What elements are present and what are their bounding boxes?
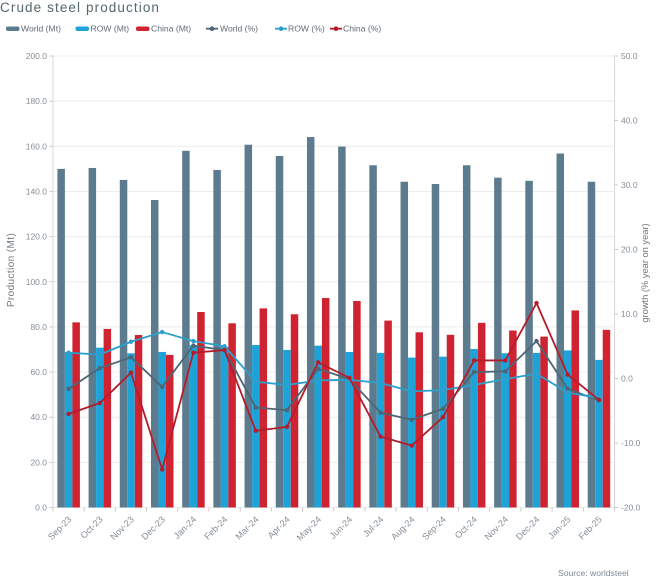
svg-text:Production (Mt): Production (Mt)	[6, 233, 17, 307]
svg-text:40.0: 40.0	[621, 116, 638, 126]
svg-text:50.0: 50.0	[621, 51, 638, 61]
svg-text:180.0: 180.0	[26, 96, 48, 106]
svg-text:World (Mt): World (Mt)	[21, 24, 61, 34]
svg-text:ROW (%): ROW (%)	[288, 24, 325, 34]
svg-text:ROW (Mt): ROW (Mt)	[91, 24, 130, 34]
svg-text:Source: worldsteel: Source: worldsteel	[558, 568, 629, 578]
svg-text:0.0: 0.0	[621, 374, 633, 384]
svg-text:growth (% year on year): growth (% year on year)	[640, 223, 650, 322]
svg-text:60.0: 60.0	[30, 367, 47, 377]
svg-text:World (%): World (%)	[220, 24, 258, 34]
svg-text:China (%): China (%)	[343, 24, 381, 34]
svg-text:10.0: 10.0	[621, 309, 638, 319]
svg-text:China (Mt): China (Mt)	[151, 24, 191, 34]
svg-text:-20.0: -20.0	[621, 503, 641, 513]
svg-text:160.0: 160.0	[26, 141, 48, 151]
svg-text:20.0: 20.0	[621, 245, 638, 255]
svg-text:140.0: 140.0	[26, 186, 48, 196]
svg-text:120.0: 120.0	[26, 232, 48, 242]
svg-text:Crude steel production: Crude steel production	[0, 0, 160, 15]
svg-text:30.0: 30.0	[621, 180, 638, 190]
svg-text:200.0: 200.0	[26, 51, 48, 61]
svg-text:40.0: 40.0	[30, 412, 47, 422]
svg-text:0.0: 0.0	[35, 503, 47, 513]
svg-text:100.0: 100.0	[26, 277, 48, 287]
svg-text:-10.0: -10.0	[621, 438, 641, 448]
svg-text:20.0: 20.0	[30, 457, 47, 467]
svg-text:80.0: 80.0	[30, 322, 47, 332]
